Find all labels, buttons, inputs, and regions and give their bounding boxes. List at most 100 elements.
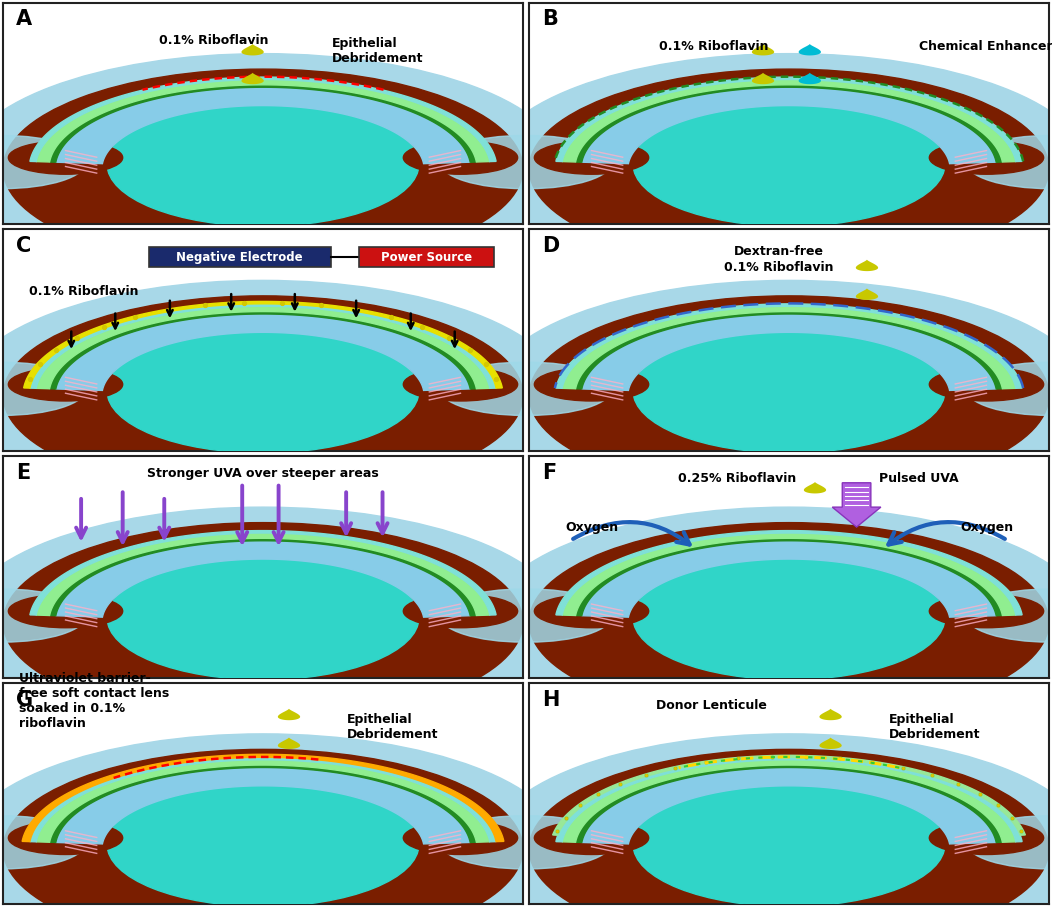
Polygon shape (562, 533, 1016, 616)
Ellipse shape (487, 54, 1052, 284)
Text: G: G (16, 689, 34, 709)
Text: 0.1% Riboflavin: 0.1% Riboflavin (29, 285, 139, 297)
Ellipse shape (929, 141, 1044, 174)
Ellipse shape (487, 507, 1052, 737)
Ellipse shape (8, 141, 123, 174)
Ellipse shape (529, 522, 1049, 722)
Text: C: C (16, 236, 32, 256)
Ellipse shape (487, 280, 1052, 511)
Polygon shape (798, 73, 821, 84)
Ellipse shape (529, 69, 1049, 268)
Polygon shape (804, 482, 826, 493)
Text: B: B (542, 9, 558, 29)
Ellipse shape (534, 368, 649, 401)
Text: Stronger UVA over steeper areas: Stronger UVA over steeper areas (147, 467, 379, 481)
Polygon shape (29, 304, 497, 388)
Text: Pulsed UVA: Pulsed UVA (879, 472, 958, 485)
Polygon shape (555, 77, 1023, 161)
Ellipse shape (0, 589, 86, 642)
Polygon shape (555, 531, 1023, 615)
Polygon shape (49, 85, 477, 162)
Polygon shape (56, 767, 470, 844)
Ellipse shape (0, 54, 565, 284)
Polygon shape (562, 760, 1016, 843)
Ellipse shape (633, 329, 945, 453)
Ellipse shape (633, 556, 945, 679)
Polygon shape (820, 737, 842, 749)
Polygon shape (575, 85, 1003, 162)
Ellipse shape (3, 69, 523, 268)
Polygon shape (49, 766, 477, 843)
Ellipse shape (440, 815, 606, 869)
Ellipse shape (403, 368, 518, 401)
Polygon shape (582, 314, 996, 390)
Ellipse shape (966, 589, 1052, 642)
Ellipse shape (440, 589, 606, 642)
Polygon shape (36, 307, 490, 389)
Text: A: A (16, 9, 33, 29)
Text: Negative Electrode: Negative Electrode (177, 250, 303, 264)
Text: Ultraviolet barrier-
free soft contact lens
soaked in 0.1%
riboflavin: Ultraviolet barrier- free soft contact l… (19, 672, 169, 729)
Ellipse shape (3, 522, 523, 722)
Ellipse shape (633, 102, 945, 226)
Text: Epithelial
Debridement: Epithelial Debridement (347, 713, 439, 741)
Polygon shape (582, 87, 996, 163)
Text: Dextran-free: Dextran-free (733, 245, 824, 258)
Ellipse shape (929, 368, 1044, 401)
Polygon shape (856, 288, 878, 300)
Polygon shape (49, 539, 477, 616)
Ellipse shape (534, 595, 649, 628)
Polygon shape (56, 314, 470, 390)
Polygon shape (752, 73, 774, 84)
Ellipse shape (0, 815, 86, 869)
Ellipse shape (534, 822, 649, 854)
Polygon shape (582, 767, 996, 844)
Text: Power Source: Power Source (381, 250, 472, 264)
Ellipse shape (0, 135, 86, 189)
Ellipse shape (107, 556, 419, 679)
Ellipse shape (929, 595, 1044, 628)
Polygon shape (36, 533, 490, 616)
Ellipse shape (966, 135, 1052, 189)
Polygon shape (242, 44, 264, 55)
Ellipse shape (0, 507, 565, 737)
Ellipse shape (446, 815, 612, 869)
Ellipse shape (403, 595, 518, 628)
Text: Epithelial
Debridement: Epithelial Debridement (889, 713, 980, 741)
Polygon shape (29, 757, 497, 842)
Text: Oxygen: Oxygen (959, 521, 1013, 533)
Ellipse shape (0, 734, 565, 907)
Polygon shape (278, 708, 300, 720)
Polygon shape (24, 301, 502, 388)
Ellipse shape (440, 362, 606, 415)
Polygon shape (562, 80, 1016, 162)
Text: 0.1% Riboflavin: 0.1% Riboflavin (159, 34, 268, 47)
Polygon shape (56, 87, 470, 163)
Polygon shape (575, 539, 1003, 616)
FancyBboxPatch shape (148, 248, 330, 267)
Text: Oxygen: Oxygen (565, 521, 619, 533)
Text: Donor Lenticule: Donor Lenticule (655, 698, 767, 712)
Polygon shape (36, 760, 490, 843)
Ellipse shape (8, 595, 123, 628)
Polygon shape (242, 73, 264, 84)
Polygon shape (555, 757, 1023, 842)
Polygon shape (575, 766, 1003, 843)
Ellipse shape (966, 362, 1052, 415)
Ellipse shape (8, 368, 123, 401)
Ellipse shape (446, 135, 612, 189)
Text: Chemical Enhancer: Chemical Enhancer (919, 41, 1052, 54)
Text: 0.1% Riboflavin: 0.1% Riboflavin (724, 260, 833, 274)
Polygon shape (555, 304, 1023, 388)
Text: F: F (542, 463, 557, 483)
Text: D: D (542, 236, 560, 256)
Polygon shape (36, 80, 490, 162)
Ellipse shape (487, 734, 1052, 907)
Ellipse shape (446, 589, 612, 642)
Polygon shape (22, 755, 504, 842)
Text: 0.25% Riboflavin: 0.25% Riboflavin (677, 472, 796, 485)
Ellipse shape (107, 783, 419, 906)
Ellipse shape (3, 296, 523, 495)
Polygon shape (49, 312, 477, 389)
Polygon shape (856, 259, 878, 271)
